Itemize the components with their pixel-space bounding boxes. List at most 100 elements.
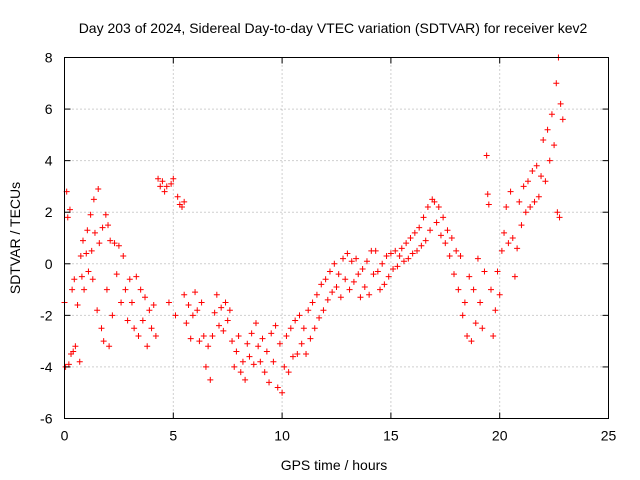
data-point xyxy=(155,175,162,182)
data-point xyxy=(437,232,444,239)
data-point xyxy=(209,332,216,339)
data-point xyxy=(311,325,318,332)
data-point xyxy=(305,307,312,314)
data-point xyxy=(538,173,545,180)
data-point xyxy=(556,214,563,221)
data-point xyxy=(505,240,512,247)
data-point xyxy=(448,235,455,241)
data-point xyxy=(172,312,179,319)
data-point xyxy=(90,196,97,203)
data-point xyxy=(165,299,172,306)
data-point xyxy=(181,198,188,205)
data-point xyxy=(398,245,405,252)
data-point xyxy=(331,260,338,267)
data-point xyxy=(102,211,109,218)
data-point xyxy=(137,286,144,293)
data-point xyxy=(457,253,464,260)
plot-frame xyxy=(64,57,609,419)
x-tick-label: 5 xyxy=(169,428,177,444)
data-point xyxy=(379,260,386,267)
data-point xyxy=(148,325,155,332)
data-point xyxy=(316,314,323,321)
data-point xyxy=(144,343,151,350)
data-point xyxy=(281,363,288,370)
data-point xyxy=(244,340,251,347)
x-tick-label: 25 xyxy=(601,428,617,444)
data-point xyxy=(268,330,275,337)
data-point xyxy=(198,299,205,306)
data-point xyxy=(435,204,442,211)
data-point xyxy=(161,188,168,195)
data-point xyxy=(340,255,347,262)
data-point xyxy=(257,358,264,365)
data-point xyxy=(266,379,273,386)
data-point xyxy=(205,343,212,350)
data-point xyxy=(433,219,440,226)
data-point xyxy=(455,286,462,293)
data-point xyxy=(461,299,468,306)
data-point xyxy=(220,327,227,334)
x-tick-label: 0 xyxy=(61,428,69,444)
data-point xyxy=(509,235,516,241)
data-point xyxy=(122,286,129,293)
data-point xyxy=(283,332,290,339)
data-point xyxy=(370,271,377,278)
data-point xyxy=(492,307,499,314)
data-point xyxy=(387,250,394,257)
data-point xyxy=(420,214,427,221)
data-point xyxy=(187,335,194,342)
data-point xyxy=(411,229,418,236)
data-point xyxy=(392,247,399,254)
data-point xyxy=(440,214,447,221)
data-point xyxy=(318,281,325,288)
data-point xyxy=(520,183,527,190)
data-point xyxy=(533,162,540,169)
data-point xyxy=(337,294,344,301)
data-point xyxy=(320,307,327,314)
y-tick-label: 4 xyxy=(45,153,53,169)
data-point xyxy=(139,317,146,324)
data-point xyxy=(87,211,94,218)
data-point xyxy=(202,363,209,370)
data-point xyxy=(185,302,192,309)
data-point xyxy=(91,229,98,236)
data-point xyxy=(270,358,277,365)
y-tick-label: 8 xyxy=(45,50,53,66)
data-point xyxy=(159,178,166,185)
data-point xyxy=(418,242,425,249)
data-point xyxy=(246,353,253,360)
data-point xyxy=(498,247,505,254)
data-point xyxy=(237,369,244,376)
data-point xyxy=(481,268,488,275)
data-point xyxy=(150,302,157,309)
data-point xyxy=(416,224,423,231)
data-point xyxy=(324,296,331,303)
data-point xyxy=(531,198,538,205)
y-tick-label: -6 xyxy=(40,411,53,427)
chart-title: Day 203 of 2024, Sidereal Day-to-day VTE… xyxy=(79,20,588,36)
data-point xyxy=(309,299,316,306)
data-point xyxy=(472,320,479,327)
data-point xyxy=(252,320,259,327)
data-point xyxy=(485,201,492,208)
data-point xyxy=(357,294,364,301)
data-point xyxy=(120,253,127,260)
data-point xyxy=(274,384,281,391)
data-point xyxy=(548,111,555,118)
data-point xyxy=(524,178,531,185)
data-point xyxy=(479,325,486,332)
data-point xyxy=(224,317,231,324)
data-point xyxy=(289,353,296,360)
y-tick-label: 6 xyxy=(45,101,53,117)
data-point xyxy=(300,325,307,332)
data-point xyxy=(98,325,105,332)
data-point xyxy=(407,235,414,241)
data-point xyxy=(355,271,362,278)
data-point xyxy=(529,167,536,174)
data-point xyxy=(194,307,201,314)
data-point xyxy=(72,343,79,350)
data-point xyxy=(189,312,196,319)
data-point xyxy=(444,227,451,234)
data-point xyxy=(174,193,181,200)
